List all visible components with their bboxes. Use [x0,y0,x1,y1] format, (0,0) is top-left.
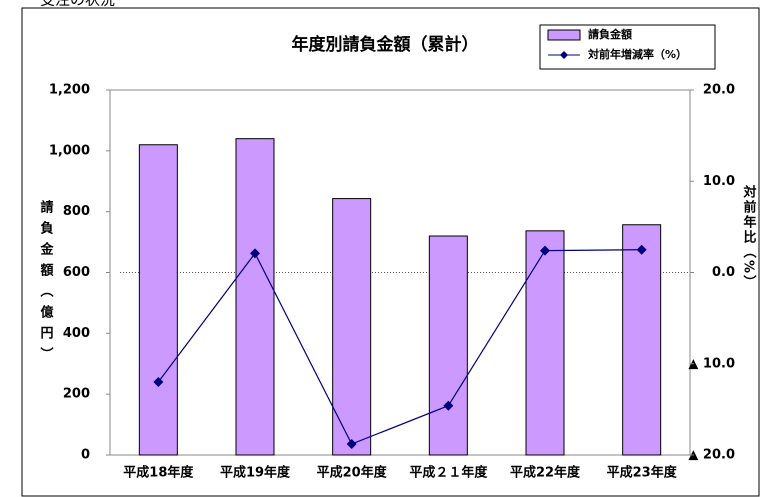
y2-tick-label: 0.0 [712,265,735,280]
chart-title: 年度別請負金額（累計） [292,34,479,55]
x-tick-label: 平成22年度 [510,465,581,481]
y-tick-label: 1,200 [49,83,90,98]
line-marker [346,439,357,450]
bar [525,230,565,456]
legend-swatch [547,29,581,41]
y-tick-label: 400 [63,326,90,341]
y2-tick-label: 10.0 [703,174,735,189]
page-heading: 受注の状況 [40,0,115,9]
line-marker [250,248,260,259]
legend-label: 対前年増減率（%） [587,47,687,61]
y-axis-label: 請負金額（億円） [38,199,55,368]
bar [622,224,662,456]
bar [138,144,178,456]
line-marker [443,400,454,411]
y-tick-label: 1,000 [49,143,90,158]
x-tick-label: 平成20年度 [317,465,388,481]
line-series [157,249,642,445]
legend-label: 請負金額 [588,27,632,41]
y2-axis-label: 対前年比（%） [741,184,758,290]
y2-tick-label: ▲ 20.0 [688,448,735,463]
x-tick-label: 平成23年度 [607,465,678,481]
x-tick-label: 平成２１年度 [409,465,488,481]
bar [235,138,275,456]
y-tick-label: 200 [63,387,90,402]
bar [428,235,468,456]
line-marker [636,244,647,255]
y-tick-label: 600 [63,265,90,280]
y2-tick-label: ▲ 10.0 [688,356,735,371]
legend-marker [560,51,568,59]
y2-tick-label: 20.0 [703,83,735,98]
x-tick-label: 平成19年度 [220,465,291,481]
y-tick-label: 0 [81,448,90,463]
line-marker [540,245,550,256]
line-marker [153,377,164,387]
y-tick-label: 800 [63,204,90,219]
x-tick-label: 平成18年度 [123,465,194,481]
bar [332,198,372,456]
